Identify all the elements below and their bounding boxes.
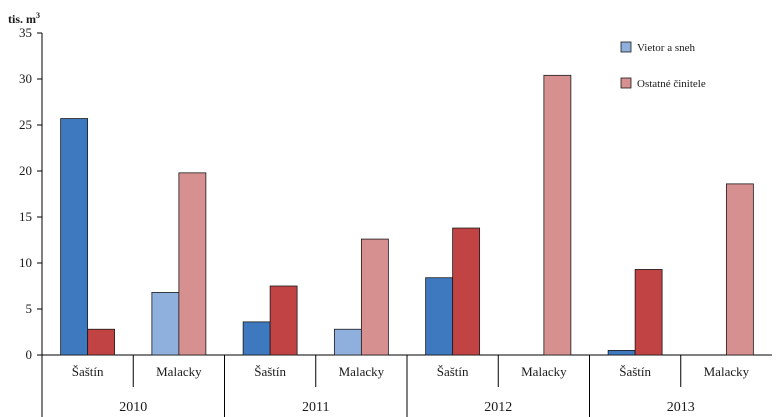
category-label: Šaštín [619, 364, 651, 379]
y-tick-label: 35 [19, 25, 32, 40]
bar-2012-malacky-ostatne [543, 74, 572, 356]
bar-2010-sastin-vietor [60, 118, 89, 356]
y-tick-label: 15 [19, 209, 32, 224]
year-label: 2013 [667, 400, 695, 415]
legend-swatch [620, 77, 632, 89]
y-tick-label: 20 [19, 163, 32, 178]
category-label: Šaštín [254, 364, 286, 379]
category-label: Malacky [704, 364, 750, 379]
legend-swatch [620, 41, 632, 53]
bar-2010-malacky-vietor [151, 292, 180, 356]
bar-2013-sastin-vietor [607, 349, 636, 356]
bar-2012-sastin-vietor [425, 277, 454, 356]
year-label: 2010 [119, 400, 147, 415]
bar-2011-sastin-vietor [242, 321, 271, 356]
axis-labels: 0 5 10 15 20 25 30 35 Šaštín Malacky 2010 Šaštín Mal… [19, 25, 750, 415]
bar-2011-sastin-ostatne [269, 285, 298, 356]
year-label: 2011 [302, 400, 329, 415]
legend-label: Vietor a sneh [637, 42, 695, 54]
bar-2010-malacky-ostatne [178, 172, 207, 356]
legend: Vietor a sneh Ostatné činitele [620, 41, 706, 90]
category-label: Malacky [339, 364, 385, 379]
bar-2011-malacky-vietor [333, 328, 362, 356]
y-tick-label: 5 [26, 301, 33, 316]
y-tick-label: 10 [19, 255, 32, 270]
bars [60, 74, 754, 356]
bar-2012-sastin-ostatne [452, 227, 481, 356]
y-tick-label: 25 [19, 117, 32, 132]
unit-label-superscript: 3 [36, 11, 40, 20]
unit-label: tis. m3 [8, 11, 40, 26]
bar-2011-malacky-ostatne [360, 238, 389, 356]
bar-2010-sastin-ostatne [87, 328, 116, 356]
axes [37, 32, 772, 417]
category-label: Malacky [521, 364, 567, 379]
unit-label-text: tis. m [8, 12, 36, 26]
y-tick-label: 0 [26, 347, 33, 362]
bar-2013-malacky-ostatne [725, 183, 754, 356]
category-label: Šaštín [72, 364, 104, 379]
category-label: Malacky [156, 364, 202, 379]
category-label: Šaštín [437, 364, 469, 379]
y-tick-label: 30 [19, 71, 32, 86]
year-label: 2012 [484, 400, 512, 415]
bar-2013-sastin-ostatne [634, 269, 663, 356]
legend-label: Ostatné činitele [637, 78, 706, 90]
